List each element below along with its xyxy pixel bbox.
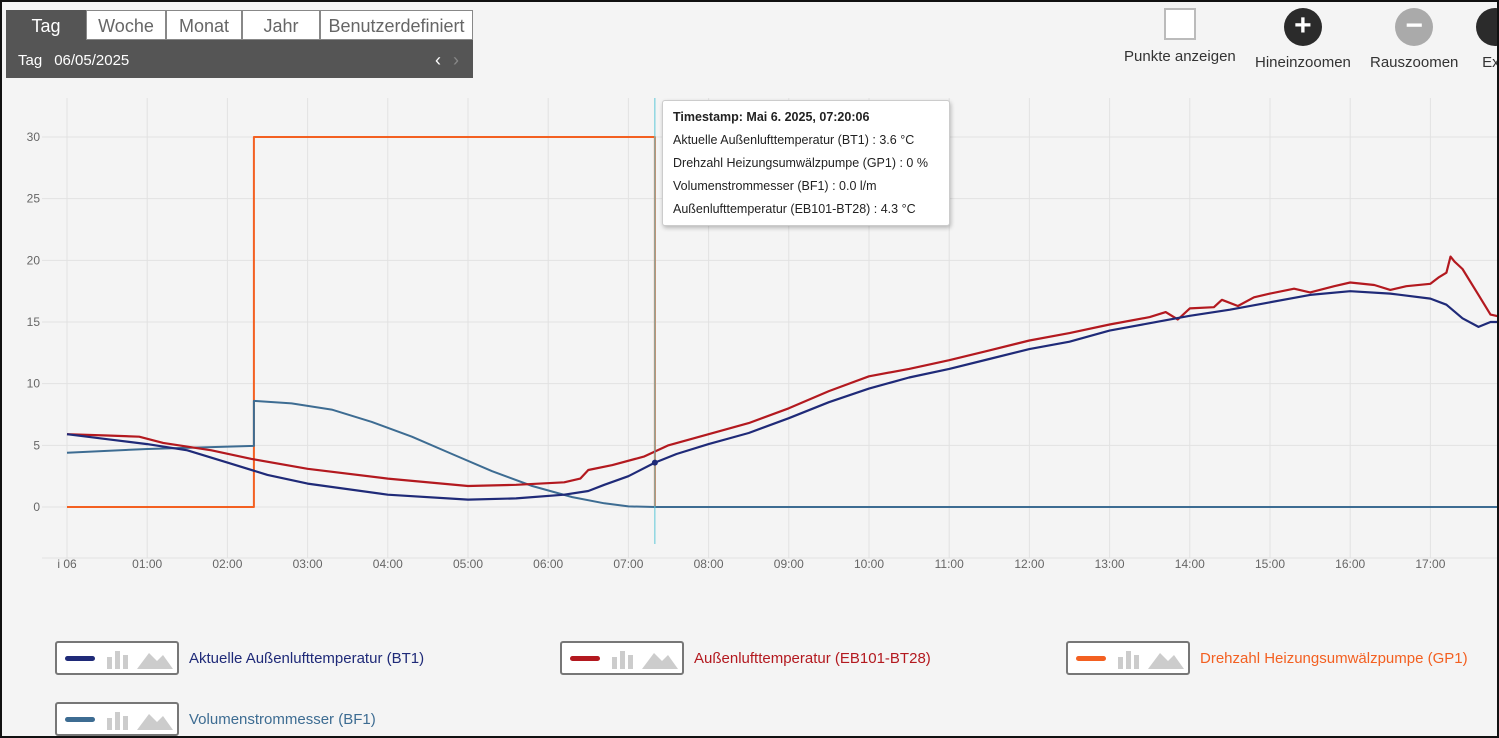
tab-jahr[interactable]: Jahr: [242, 10, 320, 40]
data-tooltip: Timestamp: Mai 6. 2025, 07:20:06 Aktuell…: [662, 100, 950, 226]
zoom-in-label: Hineinzoomen: [1255, 54, 1351, 71]
series-line: [66, 290, 1497, 501]
show-points-toggle[interactable]: Punkte anzeigen: [1124, 8, 1236, 65]
y-tick-label: 25: [27, 192, 41, 206]
tooltip-row: Drehzahl Heizungsumwälzpumpe (GP1) : 0 %: [673, 156, 928, 170]
legend-toggle[interactable]: [55, 702, 179, 736]
x-tick-label: i 06: [57, 557, 77, 571]
y-tick-label: 30: [27, 130, 41, 144]
minus-icon[interactable]: −: [1395, 8, 1434, 46]
legend-line-swatch: [65, 717, 95, 722]
x-tick-label: 05:00: [453, 557, 483, 571]
y-tick-label: 10: [27, 377, 41, 391]
y-tick-label: 15: [27, 315, 41, 329]
date-row: Tag 06/05/2025 ‹ ›: [6, 42, 473, 78]
x-tick-label: 14:00: [1175, 557, 1205, 571]
bar-chart-icon: [612, 651, 633, 669]
tab-woche[interactable]: Woche: [86, 10, 166, 40]
x-tick-label: 09:00: [774, 557, 804, 571]
x-tick-label: 02:00: [212, 557, 242, 571]
zoom-out-button[interactable]: − Rauszoomen: [1370, 8, 1458, 71]
legend-item-gp1[interactable]: Drehzahl Heizungsumwälzpumpe (GP1): [1066, 641, 1468, 675]
tooltip-row: Außenlufttemperatur (EB101-BT28) : 4.3 °…: [673, 202, 916, 216]
x-tick-label: 08:00: [694, 557, 724, 571]
x-tick-label: 04:00: [373, 557, 403, 571]
tab-monat[interactable]: Monat: [166, 10, 242, 40]
legend-toggle[interactable]: [55, 641, 179, 675]
legend-toggle[interactable]: [1066, 641, 1190, 675]
legend-line-swatch: [570, 656, 600, 661]
legend-item-bt1[interactable]: Aktuelle Außenlufttemperatur (BT1): [55, 641, 424, 675]
tooltip-row: Aktuelle Außenlufttemperatur (BT1) : 3.6…: [673, 133, 915, 147]
x-axis-ticks: i 06 01:00 02:00 03:00 04:00 05:00 06:00 07:00 0…: [57, 557, 1445, 571]
export-icon[interactable]: [1476, 8, 1497, 46]
legend-label: Aktuelle Außenlufttemperatur (BT1): [189, 649, 425, 667]
y-axis-ticks: 0 5 10 15 20 25 30: [27, 130, 41, 514]
y-tick-label: 20: [27, 253, 41, 267]
x-tick-label: 17:00: [1415, 557, 1445, 571]
y-tick-label: 5: [33, 438, 40, 452]
series-line: [66, 255, 1497, 488]
series-line: [66, 399, 1497, 508]
export-button[interactable]: Exp: [1476, 8, 1499, 71]
plus-icon[interactable]: +: [1283, 8, 1322, 46]
legend-toggle[interactable]: [560, 641, 684, 675]
x-tick-label: 15:00: [1255, 557, 1285, 571]
tooltip-row: Volumenstrommesser (BF1) : 0.0 l/m: [673, 179, 877, 193]
x-tick-label: 01:00: [132, 557, 162, 571]
legend-label: Volumenstrommesser (BF1): [189, 710, 376, 728]
area-chart-icon: [137, 653, 173, 669]
x-tick-label: 06:00: [533, 557, 563, 571]
chevron-left-icon[interactable]: ‹: [435, 50, 441, 70]
area-chart-icon: [137, 714, 173, 730]
zoom-out-label: Rauszoomen: [1370, 54, 1459, 71]
legend-label: Außenlufttemperatur (EB101-BT28): [694, 649, 931, 667]
y-tick-label: 0: [33, 500, 40, 514]
show-points-label: Punkte anzeigen: [1124, 48, 1236, 65]
checkbox-icon[interactable]: [1163, 8, 1196, 40]
chart-series: [66, 136, 1497, 508]
period-tabs: Tag Woche Monat Jahr Benutzerdefiniert: [6, 10, 473, 42]
date-mode-label: Tag: [18, 51, 43, 69]
x-tick-label: 03:00: [293, 557, 323, 571]
zoom-in-button[interactable]: + Hineinzoomen: [1255, 8, 1351, 71]
x-tick-label: 11:00: [935, 557, 964, 571]
x-tick-label: 07:00: [613, 557, 643, 571]
period-selector: Tag Woche Monat Jahr Benutzerdefiniert T…: [6, 10, 473, 78]
cursor-dot: [651, 459, 658, 466]
bar-chart-icon: [107, 712, 128, 730]
line-chart: 0 5 10 15 20 25 30 i 06 01:00 02:00 03:00 04:00 05:…: [27, 98, 1497, 571]
bar-chart-icon: [1118, 651, 1139, 669]
tooltip-timestamp: Timestamp: Mai 6. 2025, 07:20:06: [673, 110, 870, 124]
area-chart-icon: [1148, 653, 1184, 669]
legend-item-bf1[interactable]: Volumenstrommesser (BF1): [55, 702, 376, 736]
x-tick-label: 16:00: [1335, 557, 1365, 571]
x-tick-label: 12:00: [1014, 557, 1044, 571]
tab-tag[interactable]: Tag: [6, 10, 86, 40]
x-tick-label: 10:00: [854, 557, 884, 571]
bar-chart-icon: [107, 651, 128, 669]
legend-label: Drehzahl Heizungsumwälzpumpe (GP1): [1200, 649, 1468, 667]
export-label: Exp: [1482, 54, 1499, 71]
tab-benutzerdefiniert[interactable]: Benutzerdefiniert: [320, 10, 473, 40]
legend-line-swatch: [1076, 656, 1106, 661]
chevron-right-icon[interactable]: ›: [453, 50, 459, 70]
x-tick-label: 13:00: [1095, 557, 1125, 571]
date-value[interactable]: 06/05/2025: [54, 51, 130, 69]
legend-item-eb101-bt28[interactable]: Außenlufttemperatur (EB101-BT28): [560, 641, 931, 675]
area-chart-icon: [642, 653, 678, 669]
legend-line-swatch: [65, 656, 95, 661]
